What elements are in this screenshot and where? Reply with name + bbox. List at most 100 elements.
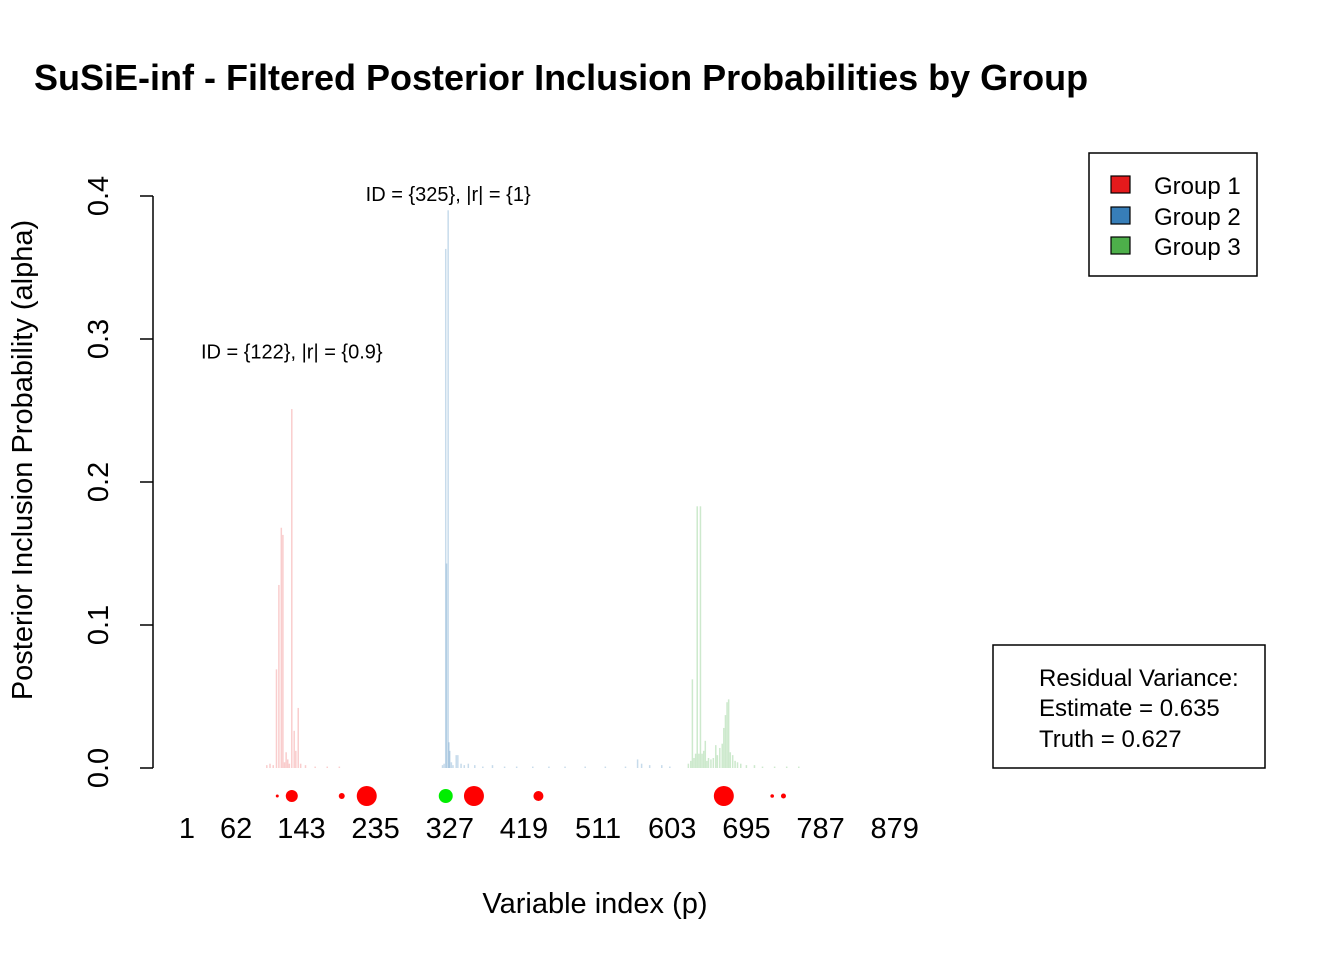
bar-group-2-10 [457, 755, 459, 768]
rug-marker [356, 786, 377, 806]
y-tick-label: 0.1 [83, 605, 115, 645]
x-tick-label: 511 [575, 813, 621, 845]
legend-swatch-group-1 [1110, 175, 1131, 194]
annotation-label: ID = {325}, |r| = {1} [366, 184, 531, 206]
y-axis: 0.0 0.1 0.2 0.3 0.4 [83, 176, 154, 788]
bar-group-2-8 [452, 765, 454, 768]
x-tick-label: 419 [500, 813, 548, 845]
bar-group-3-22 [727, 699, 730, 768]
bar-group-2-9 [455, 755, 457, 768]
bar-group-3-0 [687, 763, 690, 768]
bar-group-1-19 [338, 766, 341, 768]
y-tick-label: 0.0 [83, 748, 115, 788]
residual-truth: Truth = 0.627 [1039, 726, 1182, 753]
rug-marker [463, 786, 484, 806]
bar-group-2-14 [474, 765, 476, 768]
rug-marker [713, 786, 734, 806]
residual-estimate: Estimate = 0.635 [1039, 695, 1220, 722]
bar-group-3-1 [690, 760, 692, 768]
bar-group-1-12 [293, 730, 295, 768]
bar-group-3-23 [729, 752, 732, 768]
y-tick-label: 0.3 [83, 319, 115, 359]
bar-group-3-31 [773, 766, 776, 768]
bar-group-3-2 [691, 679, 694, 768]
x-tick-label: 235 [351, 813, 399, 845]
x-tick-label: 787 [796, 813, 844, 845]
x-tick-label: 327 [426, 813, 474, 845]
bar-group-2-18 [515, 766, 518, 768]
bar-group-2-29 [669, 766, 671, 768]
x-tick-label: 695 [722, 813, 770, 845]
bar-group-2-20 [548, 766, 550, 768]
bar-group-2-17 [503, 766, 506, 768]
bar-group-3-33 [798, 766, 800, 768]
bar-group-1-1 [269, 763, 271, 768]
y-tick-label: 0.2 [83, 462, 115, 502]
residual-heading: Residual Variance: [1039, 665, 1239, 692]
bar-group-3-6 [698, 753, 700, 768]
chart-title: SuSiE-inf - Filtered Posterior Inclusion… [34, 57, 1088, 98]
bar-group-2-0 [441, 765, 444, 768]
bar-group-1-14 [297, 707, 299, 768]
bar-group-1-3 [275, 669, 278, 768]
bar-group-1-16 [304, 765, 307, 768]
bar-group-3-10 [704, 740, 707, 768]
bar-group-2-15 [482, 766, 484, 768]
bar-group-2-24 [624, 766, 627, 768]
y-axis-label: Posterior Inclusion Probability (alpha) [7, 220, 39, 700]
bar-layer [266, 210, 800, 769]
rug-marker [780, 793, 786, 799]
rug-marker [438, 789, 453, 803]
bar-group-3-9 [702, 750, 705, 768]
bar-group-3-12 [707, 757, 710, 768]
legend-label-group-2: Group 2 [1154, 204, 1241, 231]
bar-group-2-28 [661, 765, 663, 768]
bar-group-1-15 [299, 763, 302, 768]
x-tick-label: 879 [871, 813, 919, 845]
rug-markers [275, 786, 786, 806]
bar-group-1-4 [278, 584, 280, 768]
bar-group-2-19 [532, 766, 534, 768]
bar-group-3-19 [723, 727, 725, 768]
bar-group-3-26 [736, 762, 739, 768]
bar-group-2-13 [467, 763, 470, 768]
bar-group-3-20 [724, 715, 727, 768]
bar-group-3-5 [696, 506, 698, 768]
y-tick-label: 0.4 [83, 176, 115, 216]
bar-group-1-17 [314, 766, 316, 768]
bar-group-1-13 [295, 750, 297, 768]
residual-variance-box: Residual Variance: Estimate = 0.635 Trut… [992, 644, 1266, 769]
x-tick-label: 143 [277, 813, 325, 845]
bar-group-3-30 [761, 766, 764, 768]
x-axis: 1 62 143 235 327 419 511 603 695 787 879 [179, 813, 919, 845]
bar-group-1-18 [326, 766, 328, 768]
bar-group-3-16 [716, 755, 719, 768]
bar-group-2-12 [463, 765, 466, 768]
rug-marker [533, 791, 544, 801]
x-tick-label: 62 [220, 813, 252, 845]
bar-group-3-15 [715, 745, 717, 768]
bar-group-1-6 [282, 534, 284, 768]
bar-group-3-8 [701, 753, 703, 768]
bar-group-1-10 [288, 763, 291, 768]
legend-label-group-1: Group 1 [1154, 173, 1241, 200]
bar-group-3-3 [693, 757, 695, 768]
x-tick-label: 1 [179, 813, 195, 845]
bar-group-1-0 [266, 765, 268, 768]
bar-group-2-5 [448, 742, 450, 768]
rug-marker [770, 794, 774, 798]
bar-group-2-21 [564, 766, 566, 768]
bar-group-2-23 [604, 766, 607, 768]
bar-group-2-3 [445, 563, 448, 768]
rug-marker [275, 794, 279, 798]
bar-group-2-6 [449, 750, 451, 768]
bar-group-2-4 [447, 210, 449, 769]
bar-group-1-2 [272, 765, 274, 768]
bar-group-2-7 [450, 762, 453, 768]
bar-group-3-4 [694, 753, 697, 768]
bar-group-3-21 [726, 702, 728, 768]
bar-group-3-13 [710, 759, 712, 768]
bar-group-2-26 [640, 763, 643, 768]
bar-group-3-24 [731, 755, 734, 768]
